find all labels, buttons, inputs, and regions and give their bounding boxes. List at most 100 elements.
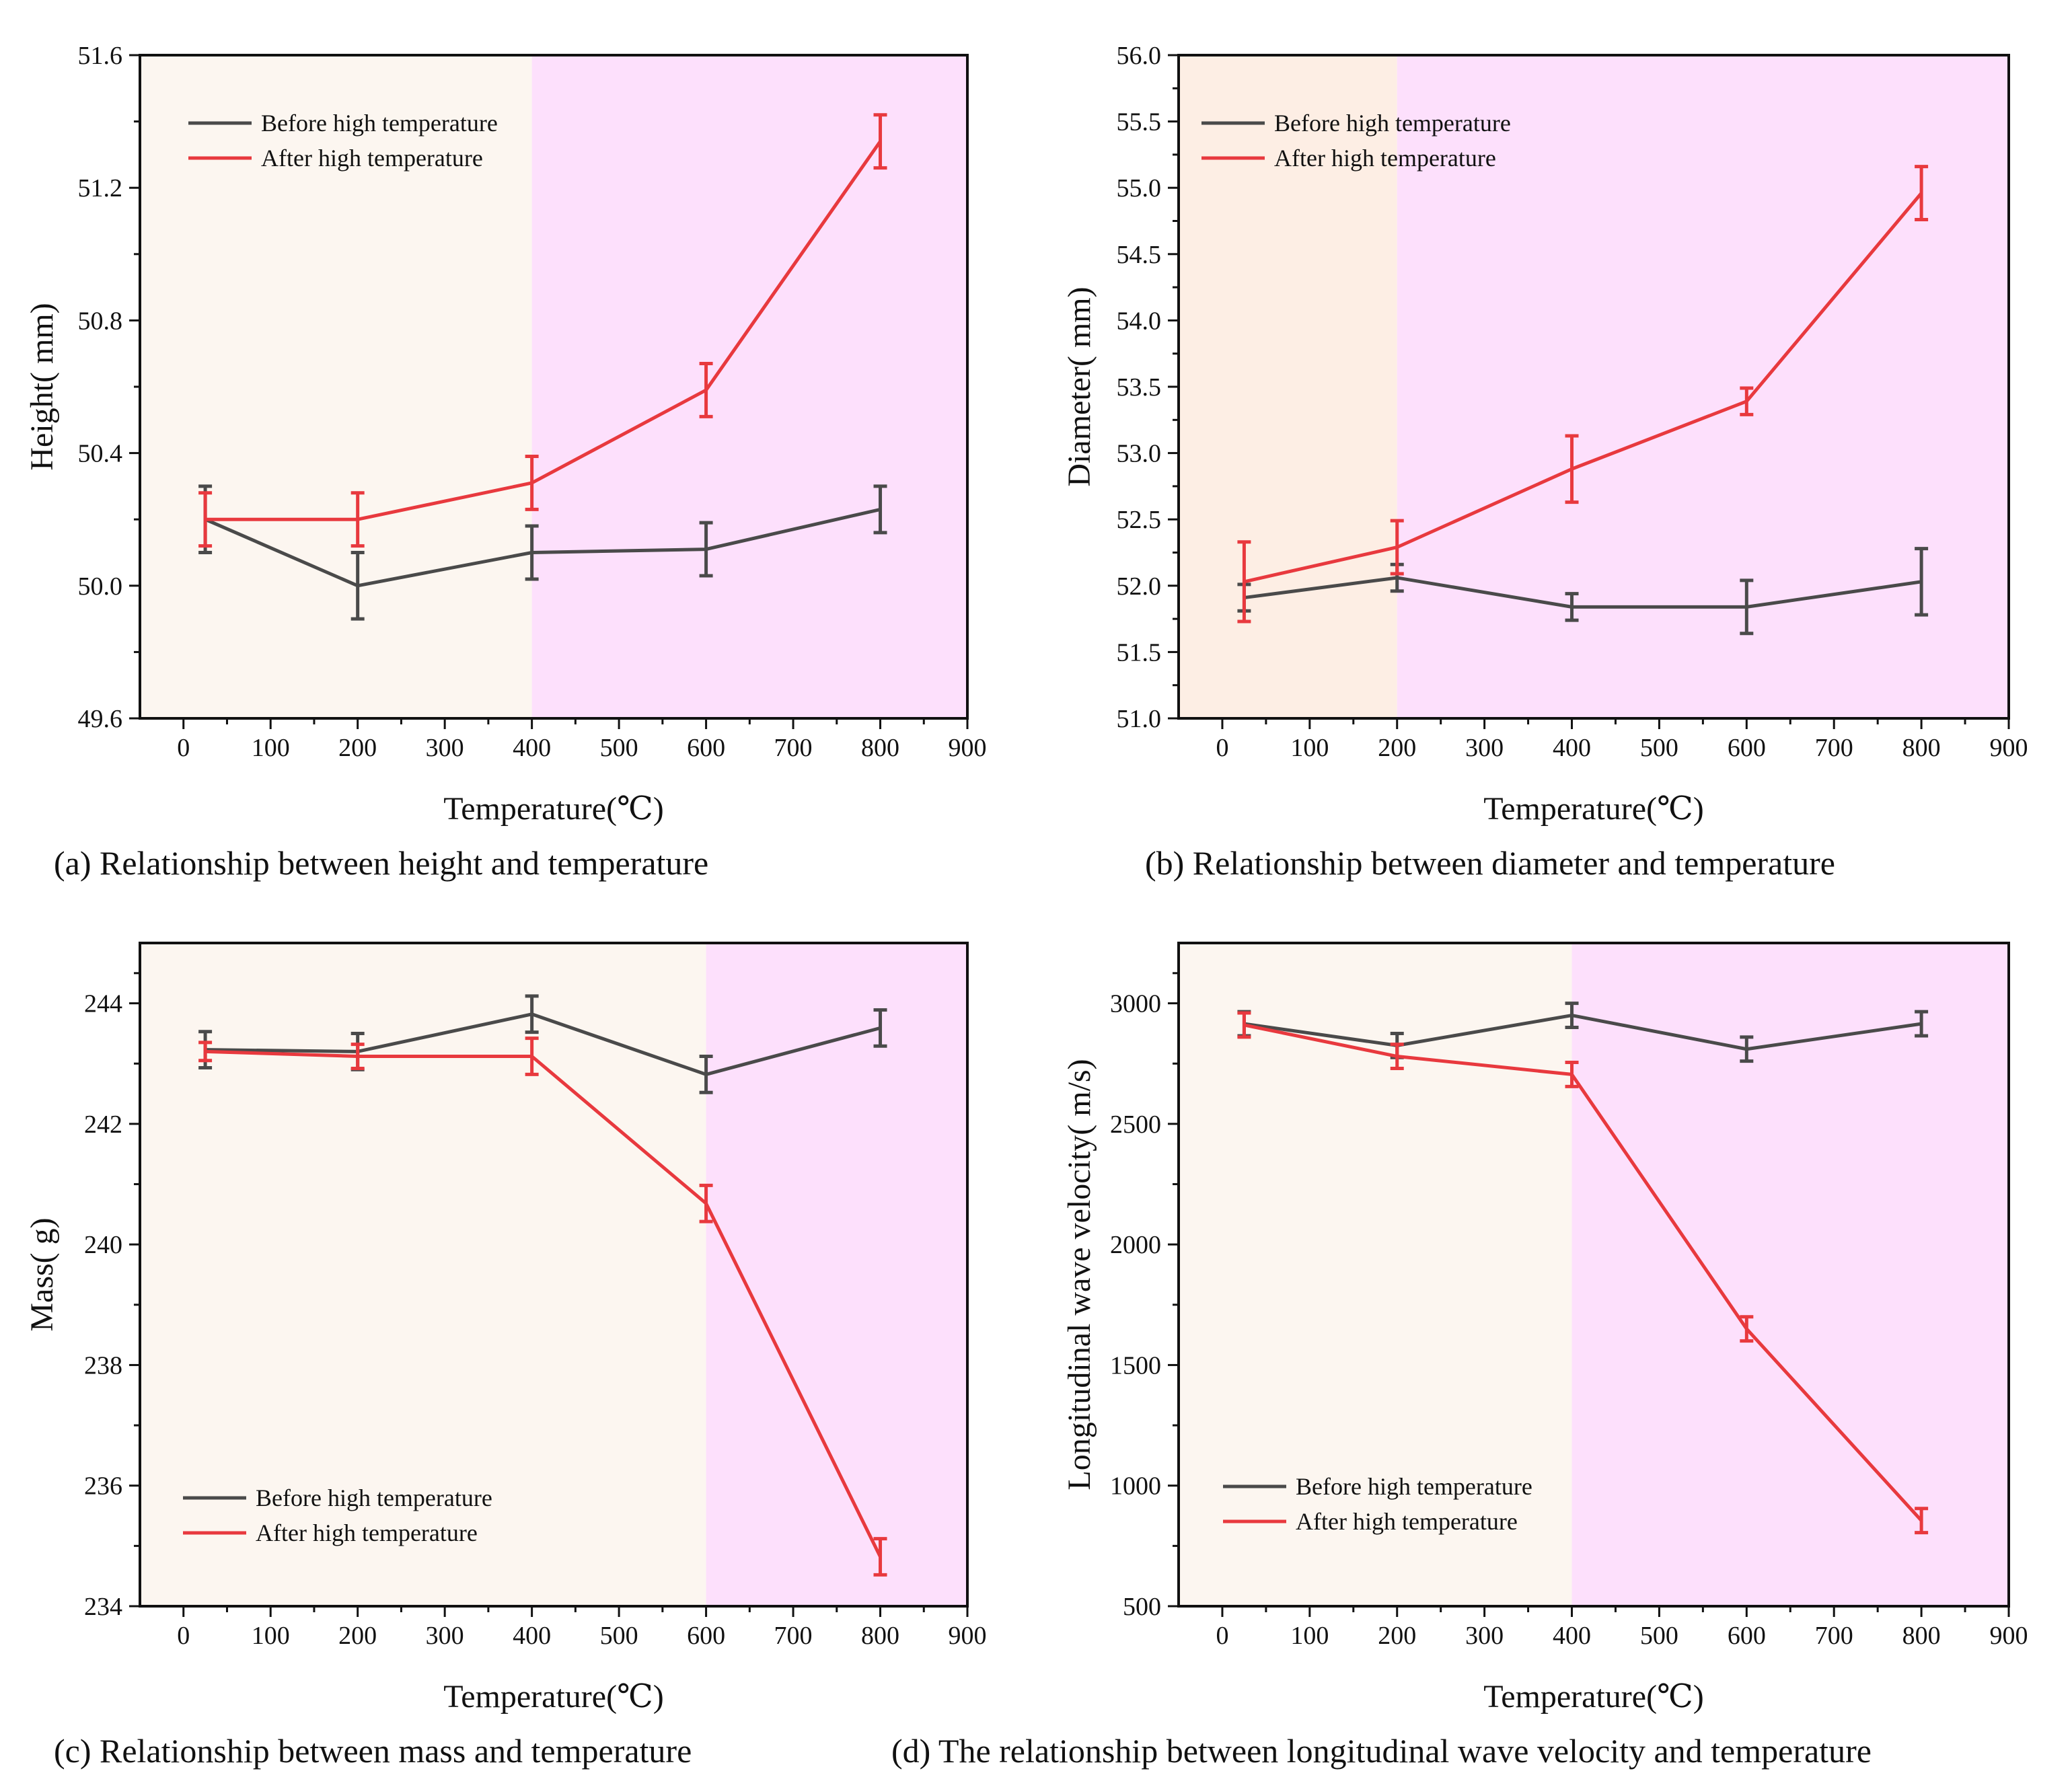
error-bar [699, 1183, 713, 1223]
x-tick-label: 600 [687, 734, 725, 762]
y-tick-label: 3000 [1110, 990, 1161, 1018]
x-tick-label: 700 [774, 734, 813, 762]
x-tick-label: 200 [1378, 1622, 1416, 1650]
error-bar [1237, 1011, 1251, 1039]
legend-label: After high temperature [261, 145, 483, 172]
error-bar [699, 1055, 713, 1094]
y-tick-label: 50.8 [78, 307, 123, 335]
y-axis-label: Mass( g) [24, 1217, 60, 1331]
y-tick-label: 49.6 [78, 705, 123, 733]
x-tick-label: 600 [687, 1622, 725, 1650]
y-tick-label: 242 [84, 1110, 122, 1139]
error-bar [525, 524, 539, 581]
y-tick-label: 54.5 [1117, 241, 1162, 269]
plot-frame [1177, 942, 2010, 1608]
x-tick-label: 100 [1290, 1622, 1329, 1650]
error-bar [1915, 1507, 1929, 1535]
error-bar [1740, 578, 1754, 636]
y-tick-label: 55.5 [1117, 108, 1162, 137]
panel-caption: (c) Relationship between mass and temper… [54, 1732, 692, 1770]
x-tick-label: 0 [177, 734, 190, 762]
y-tick-label: 51.6 [78, 42, 123, 70]
error-bar [1915, 547, 1929, 617]
x-tick-label: 800 [861, 1622, 899, 1650]
legend: Before high temperature After high temper… [1201, 110, 1511, 172]
chart-panel-a: 0 100 200 300 400 500 600 700 800 900 49.6 50.0 50.4… [24, 42, 987, 882]
y-tick-label: 50.0 [78, 572, 123, 601]
x-tick-label: 300 [426, 734, 464, 762]
x-tick-label: 0 [177, 1622, 190, 1650]
x-tick-label: 900 [949, 1622, 987, 1650]
x-tick-label: 700 [1815, 734, 1853, 762]
x-tick-label: 400 [1553, 734, 1591, 762]
y-axis-label: Longitudinal wave velocity( m/s) [1062, 1059, 1097, 1490]
x-tick-label: 200 [338, 734, 377, 762]
error-bar [1565, 592, 1579, 622]
x-tick-label: 400 [513, 734, 551, 762]
background-region [140, 55, 532, 718]
x-tick-label: 100 [252, 1622, 290, 1650]
error-bar [1740, 1035, 1754, 1063]
error-bar [525, 455, 539, 511]
error-bar [525, 994, 539, 1034]
y-tick-label: 2500 [1110, 1110, 1161, 1139]
error-bar [1915, 165, 1929, 222]
error-bar [1915, 1010, 1929, 1038]
y-axis-label: Height( mm) [24, 303, 60, 470]
y-tick-label: 1500 [1110, 1351, 1161, 1380]
x-tick-label: 0 [1216, 734, 1228, 762]
x-tick-label: 600 [1728, 734, 1766, 762]
error-bar [873, 484, 887, 535]
plot-frame [139, 942, 969, 1608]
y-tick-label: 55.0 [1117, 174, 1162, 202]
legend-label: Before high temperature [261, 110, 498, 137]
panel-caption: (d) The relationship between longitudina… [891, 1732, 1872, 1770]
x-tick-label: 800 [1902, 1622, 1941, 1650]
error-bar [873, 1008, 887, 1048]
x-tick-label: 900 [1990, 734, 2028, 762]
y-tick-label: 236 [84, 1472, 122, 1501]
y-tick-label: 53.0 [1117, 440, 1162, 468]
x-tick-label: 200 [338, 1622, 377, 1650]
error-bar [525, 1036, 539, 1076]
y-tick-label: 500 [1123, 1593, 1161, 1621]
y-tick-label: 50.4 [78, 440, 123, 468]
error-bar [873, 1537, 887, 1577]
x-tick-label: 100 [1290, 734, 1329, 762]
error-bar [198, 491, 213, 548]
error-bar [1237, 540, 1251, 624]
panel-caption: (b) Relationship between diameter and te… [1145, 844, 1835, 882]
x-axis-label: Temperature(℃) [443, 1679, 664, 1714]
y-tick-label: 240 [84, 1231, 122, 1259]
error-bar [1390, 519, 1404, 576]
legend-label: Before high temperature [1296, 1473, 1532, 1500]
background-region [531, 55, 967, 718]
error-bar [1565, 1060, 1579, 1088]
y-tick-label: 56.0 [1117, 42, 1162, 70]
y-tick-label: 238 [84, 1351, 122, 1380]
x-tick-label: 500 [1640, 734, 1678, 762]
error-bar [350, 491, 365, 548]
y-tick-label: 52.5 [1117, 506, 1162, 534]
error-bar [198, 1041, 213, 1063]
error-bar [699, 521, 713, 578]
chart-panel-d: 0 100 200 300 400 500 600 700 800 900 500 1000 1500 2… [891, 942, 2028, 1770]
error-bar [873, 113, 887, 170]
legend-label: After high temperature [1296, 1508, 1518, 1535]
legend: Before high temperature After high temper… [188, 110, 498, 172]
x-tick-label: 300 [426, 1622, 464, 1650]
y-tick-label: 54.0 [1117, 307, 1162, 335]
x-tick-label: 500 [1640, 1622, 1678, 1650]
error-bar [699, 361, 713, 418]
x-tick-label: 700 [774, 1622, 813, 1650]
y-tick-label: 52.0 [1117, 572, 1162, 601]
legend-label: Before high temperature [256, 1484, 492, 1511]
error-bar [1740, 1315, 1754, 1343]
error-bar [1740, 386, 1754, 416]
chart-panel-c: 0 100 200 300 400 500 600 700 800 900 234 236 238 240… [24, 942, 987, 1770]
y-tick-label: 53.5 [1117, 373, 1162, 402]
x-tick-label: 800 [861, 734, 899, 762]
legend: Before high temperature After high temper… [1223, 1473, 1532, 1535]
error-bar [350, 551, 365, 621]
y-tick-label: 234 [84, 1593, 122, 1621]
